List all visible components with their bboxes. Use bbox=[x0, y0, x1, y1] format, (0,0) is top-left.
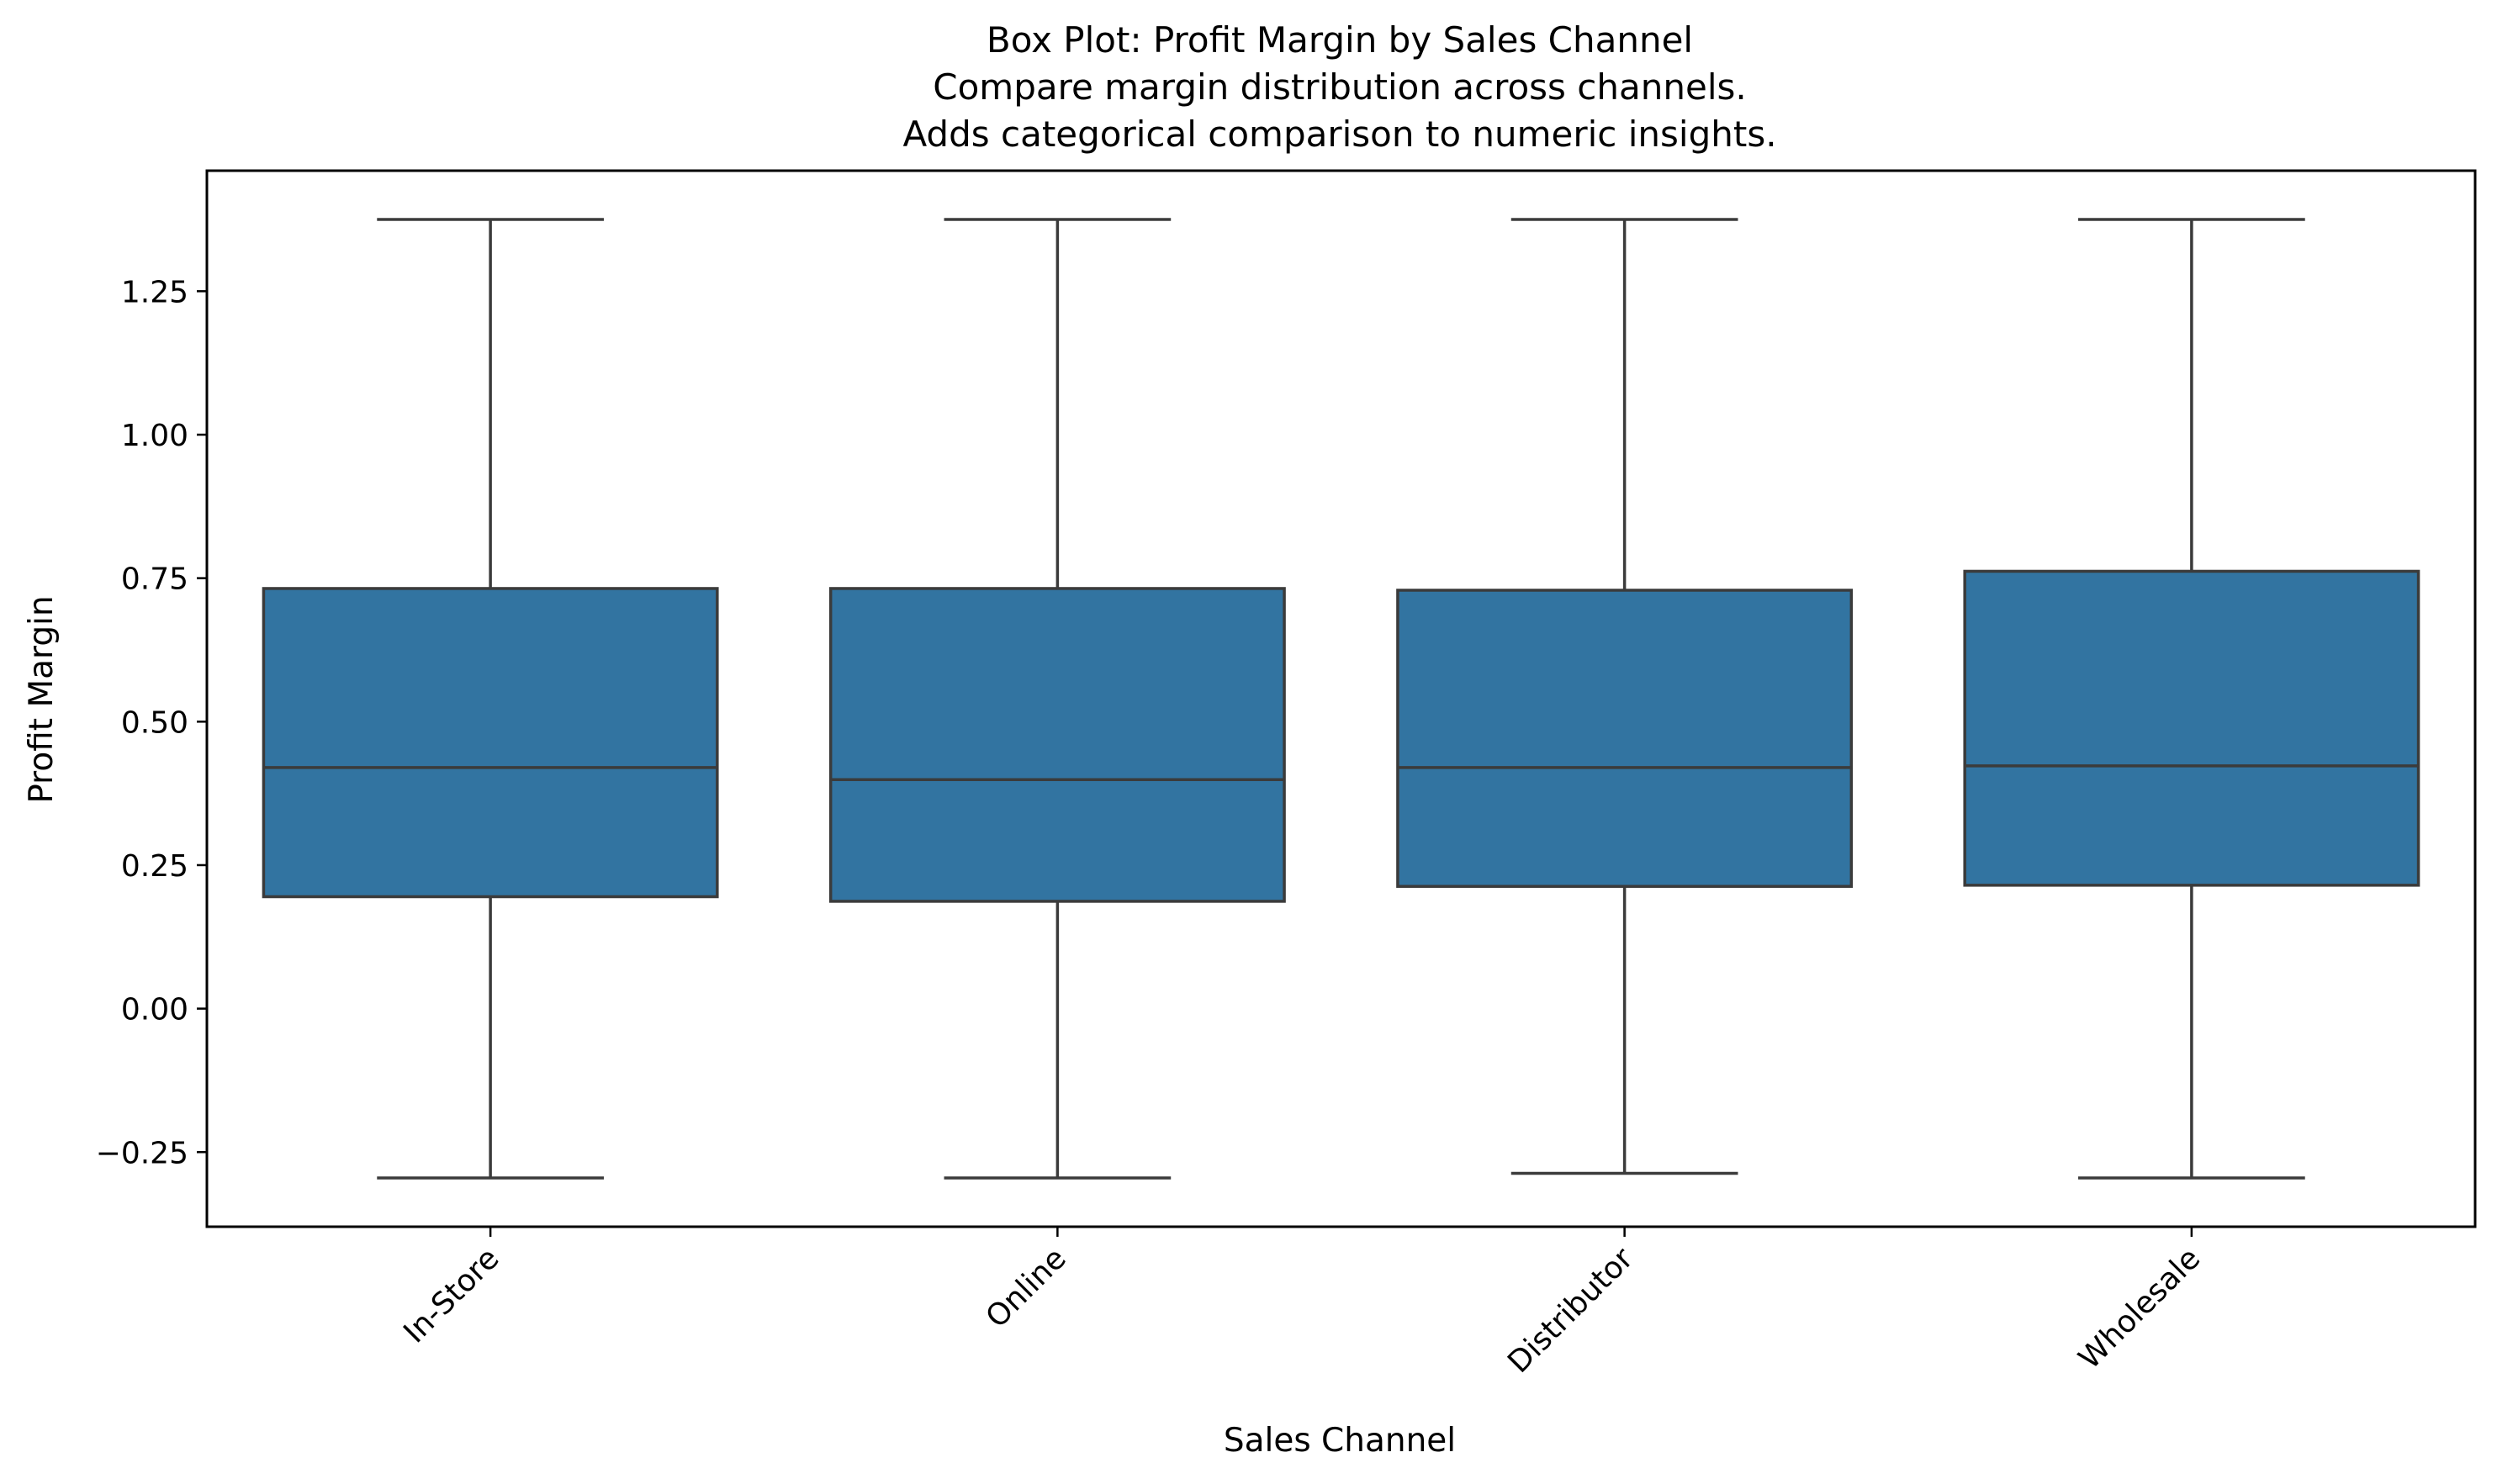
iqr-box bbox=[1396, 589, 1854, 888]
y-axis-label: Profit Margin bbox=[23, 595, 61, 803]
y-tick-label: −0.25 bbox=[96, 1136, 188, 1170]
x-axis: In-Store Online Distributor Wholesale bbox=[397, 1227, 2207, 1380]
box-group-wholesale bbox=[1963, 218, 2420, 1180]
chart-title-line-3: Adds categorical comparison to numeric i… bbox=[902, 114, 1776, 155]
x-tick-label: Wholesale bbox=[2072, 1241, 2207, 1376]
iqr-box bbox=[262, 587, 719, 899]
x-tick-label: In-Store bbox=[397, 1241, 505, 1349]
y-tick-label: 1.00 bbox=[121, 419, 188, 453]
y-axis: −0.25 0.00 0.25 0.50 0.75 1.00 1.25 bbox=[96, 275, 207, 1170]
chart-title-line-2: Compare margin distribution across chann… bbox=[933, 66, 1746, 108]
box-group-distributor bbox=[1396, 218, 1854, 1175]
iqr-box bbox=[1963, 569, 2420, 887]
y-tick-label: 0.75 bbox=[121, 562, 188, 597]
plot-area bbox=[262, 218, 2420, 1180]
y-tick-label: 0.50 bbox=[121, 705, 188, 740]
chart-title: Box Plot: Profit Margin by Sales Channel… bbox=[902, 19, 1776, 155]
y-tick-label: 1.25 bbox=[121, 275, 188, 309]
chart-title-line-1: Box Plot: Profit Margin by Sales Channel bbox=[987, 19, 1693, 61]
y-tick-label: 0.00 bbox=[121, 993, 188, 1027]
box-group-online bbox=[828, 218, 1286, 1180]
x-tick-label: Online bbox=[980, 1241, 1073, 1334]
y-tick-label: 0.25 bbox=[121, 849, 188, 884]
x-axis-label: Sales Channel bbox=[1224, 1422, 1456, 1460]
x-tick-label: Distributor bbox=[1501, 1241, 1640, 1380]
iqr-box bbox=[828, 587, 1286, 903]
box-group-in-store bbox=[262, 218, 719, 1180]
plot-frame bbox=[205, 169, 2477, 1228]
